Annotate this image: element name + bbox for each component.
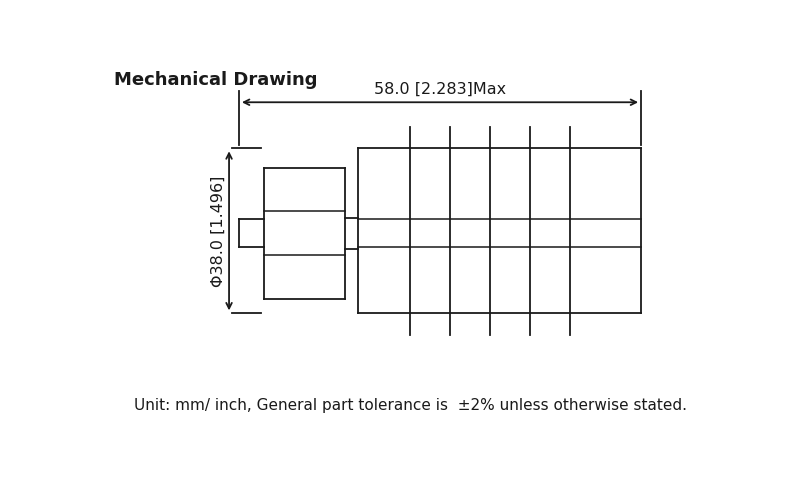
- Text: Φ38.0 [1.496]: Φ38.0 [1.496]: [210, 175, 226, 287]
- Text: 58.0 [2.283]Max: 58.0 [2.283]Max: [374, 82, 506, 97]
- Text: Mechanical Drawing: Mechanical Drawing: [114, 71, 317, 89]
- Text: Unit: mm/ inch, General part tolerance is  ±2% unless otherwise stated.: Unit: mm/ inch, General part tolerance i…: [134, 398, 686, 413]
